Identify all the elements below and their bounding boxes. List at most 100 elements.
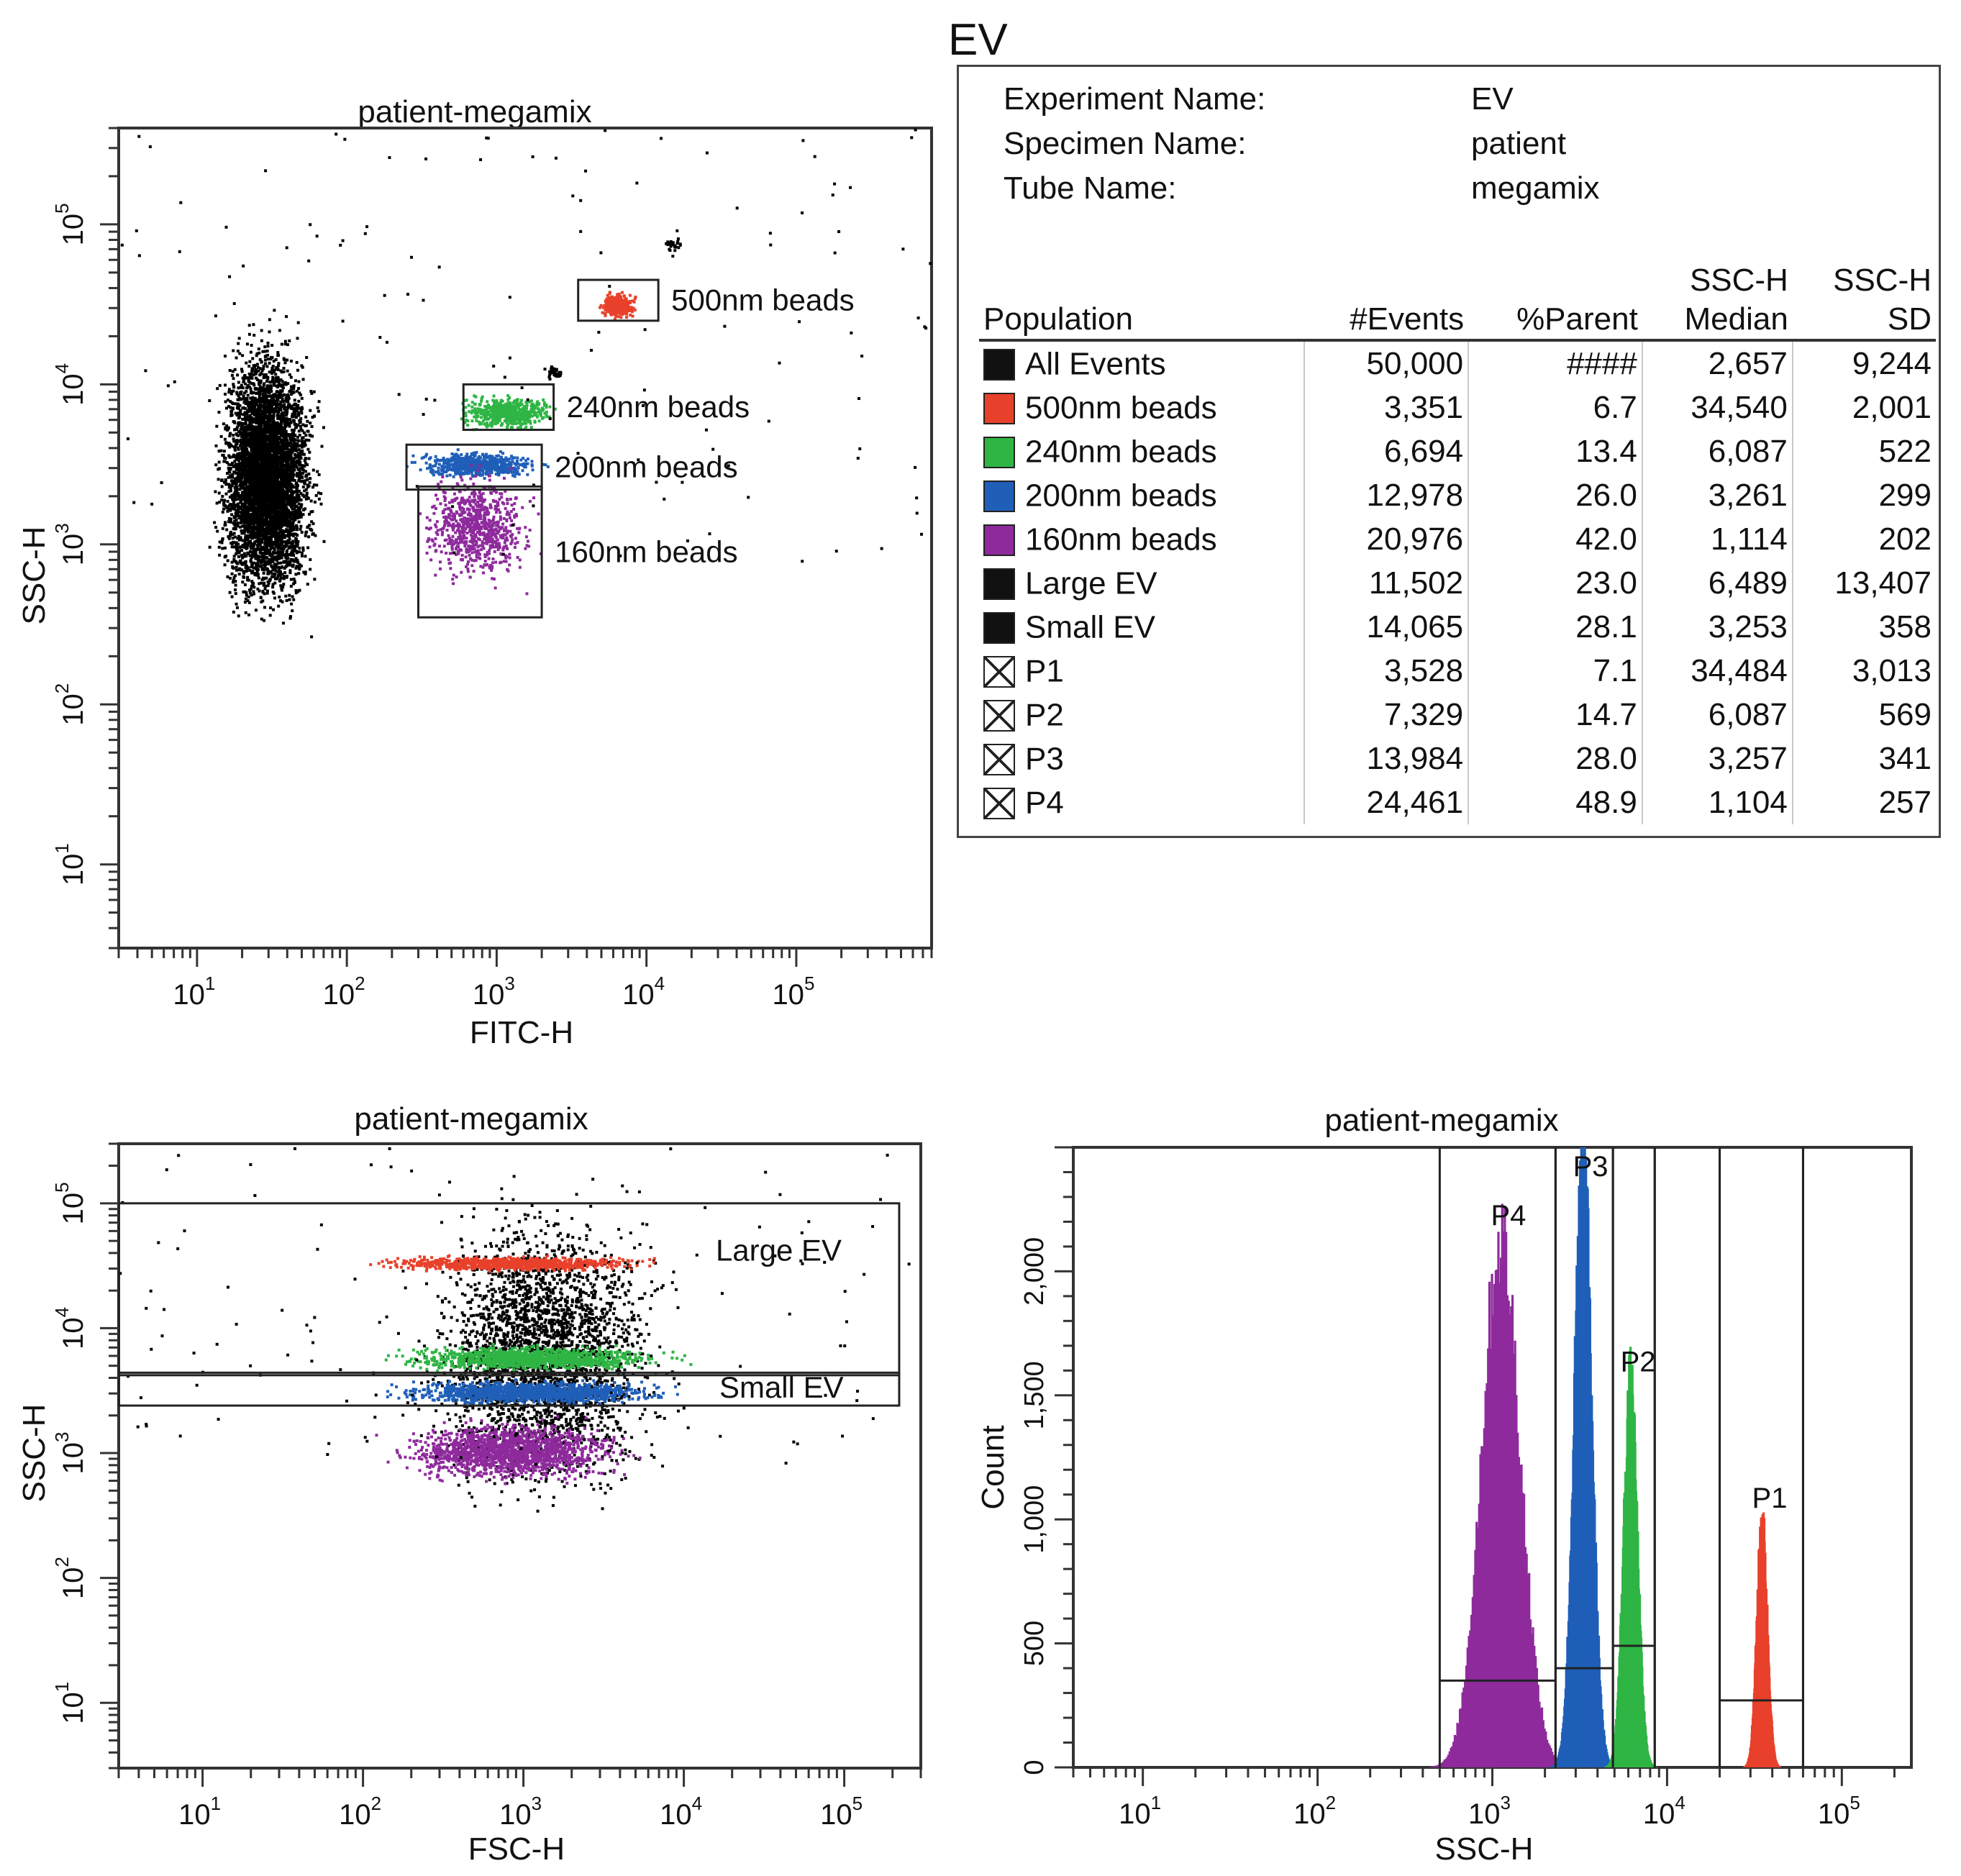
- events-header: #Events: [1303, 300, 1469, 342]
- sd-cell: 9,244: [1852, 345, 1932, 381]
- sd-cell: 299: [1878, 477, 1932, 513]
- events-cell: 12,978: [1303, 473, 1470, 517]
- population-cell: P4: [979, 780, 1305, 824]
- events-cell: 13,984: [1303, 737, 1470, 780]
- gate-200nm-beads: 200nm beads: [405, 443, 738, 491]
- population-name: Small EV: [1025, 609, 1155, 645]
- parent-cell: 7.1: [1468, 649, 1643, 693]
- events-cell: 6,694: [1303, 429, 1470, 473]
- x-tick-label: 105: [1818, 1792, 1860, 1830]
- table-row: 500nm beads 3,351 6.7 34,540 2,001: [979, 386, 1936, 429]
- gate-160nm-beads: 160nm beads: [417, 485, 738, 619]
- parent-cell: 26.0: [1468, 473, 1643, 517]
- parent-cell: 23.0: [1468, 561, 1643, 605]
- median-header: Median: [1642, 300, 1793, 342]
- gate-large-ev: Large EV: [117, 1202, 901, 1377]
- x-tick-label: 103: [1468, 1792, 1511, 1830]
- y-tick-label: 102: [51, 683, 89, 726]
- gate-500nm-beads: 500nm beads: [577, 278, 855, 322]
- y-tick-label: 102: [51, 1557, 89, 1599]
- parent-cell: 48.9: [1468, 780, 1643, 824]
- cluster-events: [665, 237, 682, 252]
- population-color-swatch: [983, 787, 1015, 819]
- x-tick-label: 103: [499, 1793, 542, 1831]
- population-cell: P3: [979, 737, 1305, 780]
- parent-cell: 13.4: [1468, 429, 1643, 473]
- gate-label: 160nm beads: [555, 534, 738, 568]
- table-row: 160nm beads 20,976 42.0 1,114 202: [979, 517, 1936, 561]
- population-color-swatch: [983, 611, 1015, 644]
- population-name: 500nm beads: [1025, 390, 1217, 426]
- cluster-all-events: [208, 315, 326, 639]
- y-axis-label: SSC-H: [17, 1404, 52, 1503]
- events-cell: 7,329: [1303, 693, 1470, 737]
- fsc-ssc-scatter-plot: patient-megamix Large EV Small EV 101 102 10…: [17, 1101, 922, 1867]
- population-cell: P2: [979, 693, 1305, 737]
- population-cell: P1: [979, 649, 1305, 693]
- y-tick-label: 2,000: [1019, 1237, 1050, 1306]
- histogram-p3: [1549, 1147, 1617, 1767]
- population-name: All Events: [1025, 346, 1166, 382]
- background-events: [119, 1147, 911, 1466]
- sd-cell: 13,407: [1834, 565, 1932, 601]
- population-header: Population: [979, 300, 1304, 342]
- median-cell: 6,087: [1642, 429, 1793, 473]
- population-name: P3: [1025, 741, 1064, 777]
- sd-header-top: SSC-H: [1833, 263, 1932, 298]
- cluster-160nm-beads: [418, 464, 542, 596]
- parent-cell: 14.7: [1468, 693, 1643, 737]
- x-tick-label: 101: [1119, 1792, 1161, 1830]
- cluster-160nm-beads: [375, 1415, 642, 1485]
- gate-label: P4: [1491, 1200, 1526, 1231]
- table-row: 200nm beads 12,978 26.0 3,261 299: [979, 473, 1936, 517]
- y-tick-label: 105: [51, 203, 89, 245]
- parent-cell: 6.7: [1468, 386, 1643, 429]
- stats-box: Experiment Name: EV Specimen Name: patie…: [957, 65, 1941, 838]
- y-tick-label: 104: [51, 1307, 89, 1349]
- specimen-name-label: Specimen Name:: [1004, 126, 1247, 161]
- x-tick-label: 101: [178, 1793, 221, 1831]
- plot-area: P4 P3 P2 P1 101 102 103 104 105 0 500 1,000 1,500 2,0…: [1019, 1146, 1913, 1830]
- population-color-swatch: [983, 524, 1015, 556]
- sd-header: SD: [1792, 300, 1936, 342]
- plot-area: Large EV Small EV 101 102 103 104 105 101 102 103…: [51, 1142, 922, 1831]
- gate-label: Small EV: [719, 1370, 844, 1404]
- y-tick-label: 105: [51, 1182, 89, 1224]
- population-cell: 160nm beads: [979, 517, 1305, 561]
- experiment-name-label: Experiment Name:: [1004, 81, 1266, 117]
- sd-cell: 522: [1878, 433, 1932, 469]
- statistics-panel: EV Experiment Name: EV Specimen Name: pa…: [942, 14, 1947, 849]
- parent-cell: 28.0: [1468, 737, 1643, 780]
- gate-label: P1: [1752, 1483, 1788, 1514]
- plot-area: 500nm beads 240nm beads 200nm beads 160nm b…: [51, 127, 933, 1011]
- sd-cell: 341: [1878, 740, 1932, 776]
- events-cell: 20,976: [1303, 517, 1470, 561]
- parent-cell: 28.1: [1468, 605, 1643, 649]
- tube-name-row: Tube Name: megamix: [1004, 170, 1600, 211]
- sd-cell: 569: [1878, 696, 1932, 732]
- median-cell: 1,114: [1642, 517, 1793, 561]
- median-cell: 2,657: [1642, 340, 1793, 386]
- median-cell: 6,087: [1642, 693, 1793, 737]
- parent-cell: 42.0: [1468, 517, 1643, 561]
- histogram-p4: [1429, 1203, 1574, 1767]
- plot-title: patient-megamix: [358, 94, 591, 129]
- population-color-swatch: [983, 392, 1015, 424]
- population-color-swatch: [983, 480, 1015, 512]
- specimen-name-row: Specimen Name: patient: [1004, 126, 1566, 166]
- cluster-500nm-beads: [599, 291, 637, 321]
- plot-title: patient-megamix: [1324, 1103, 1558, 1138]
- events-cell: 3,351: [1303, 386, 1470, 429]
- y-tick-label: 103: [51, 1432, 89, 1475]
- y-tick-label: 104: [51, 363, 89, 406]
- y-tick-label: 1,000: [1019, 1485, 1050, 1554]
- gate-label: P3: [1573, 1151, 1609, 1183]
- gate-label: 240nm beads: [567, 390, 750, 424]
- median-cell: 6,489: [1642, 561, 1793, 605]
- median-cell: 34,540: [1642, 386, 1793, 429]
- population-name: 240nm beads: [1025, 434, 1217, 470]
- population-name: P2: [1025, 697, 1064, 733]
- y-tick-label: 103: [51, 523, 89, 565]
- x-tick-label: 104: [1643, 1792, 1685, 1830]
- x-axis-label: FITC-H: [470, 1015, 573, 1050]
